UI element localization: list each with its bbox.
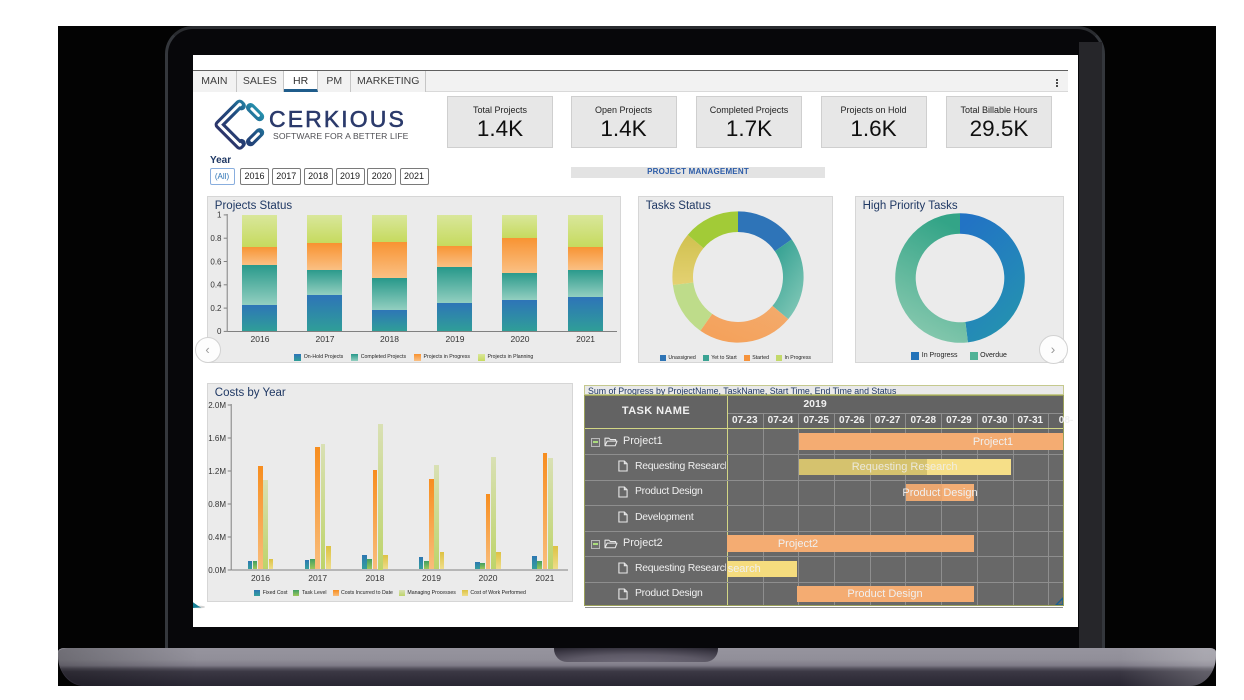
svg-text:2.0M: 2.0M bbox=[208, 400, 226, 409]
svg-text:0.4M: 0.4M bbox=[208, 532, 226, 541]
svg-text:0.8M: 0.8M bbox=[208, 499, 226, 508]
svg-text:0.4: 0.4 bbox=[210, 280, 222, 289]
svg-text:0: 0 bbox=[217, 327, 222, 336]
svg-text:1: 1 bbox=[217, 210, 222, 219]
svg-text:0.0M: 0.0M bbox=[208, 565, 226, 574]
svg-text:0.8: 0.8 bbox=[210, 234, 222, 243]
svg-text:0.6: 0.6 bbox=[210, 257, 222, 266]
svg-text:0.2: 0.2 bbox=[210, 303, 222, 312]
svg-text:1.6M: 1.6M bbox=[208, 433, 226, 442]
svg-text:1.2M: 1.2M bbox=[208, 466, 226, 475]
